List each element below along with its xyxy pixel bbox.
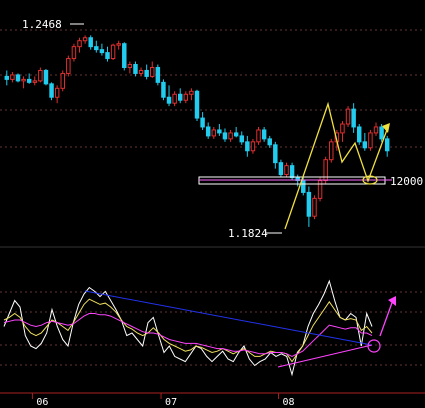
candle-body <box>205 126 211 137</box>
candle-body <box>345 108 351 125</box>
candle-body <box>200 117 205 128</box>
candle-body <box>88 37 93 48</box>
bullish-divergence-line <box>277 344 373 368</box>
candle-body <box>183 93 189 101</box>
candle-body <box>94 46 99 51</box>
candle-body <box>150 66 155 77</box>
candle-body <box>38 69 43 82</box>
candle-body <box>99 49 105 54</box>
candle-body <box>256 129 261 143</box>
up-arrow-head <box>382 123 390 133</box>
candle-body <box>289 165 295 179</box>
candle-body <box>379 126 384 140</box>
candle-body <box>373 126 379 134</box>
candle-body <box>267 138 272 146</box>
candle-body <box>15 74 21 82</box>
candle-body <box>189 90 194 95</box>
candle-body <box>60 72 65 89</box>
indicator-lines <box>3 279 373 377</box>
candle-body <box>133 64 138 74</box>
candle-body <box>222 132 228 140</box>
low-label: 1.1824 <box>228 227 268 240</box>
candle-body <box>122 43 127 68</box>
candle-body <box>340 123 345 134</box>
candle-body <box>273 144 278 164</box>
candle-body <box>116 43 121 46</box>
wave-pattern <box>284 101 389 230</box>
target-ellipse <box>362 175 378 185</box>
candle-body <box>362 141 368 149</box>
price-panel: 1.2468 1.1824 12000 <box>0 18 425 240</box>
indicator-gridlines <box>0 291 425 366</box>
x-tick-label: 07 <box>165 397 177 408</box>
candle-body <box>54 87 60 98</box>
candle-body <box>66 58 71 74</box>
candle-body <box>4 75 10 80</box>
candle-body <box>295 177 300 182</box>
candle-body <box>284 165 289 176</box>
indicator-arrow-head <box>388 296 396 306</box>
candle-body <box>317 180 323 199</box>
candle-body <box>177 93 183 101</box>
candle-body <box>194 90 200 119</box>
level-label: 12000 <box>390 175 423 188</box>
indicator-panel <box>0 279 425 377</box>
candle-body <box>217 129 222 134</box>
candle-body <box>161 81 166 98</box>
candle-body <box>172 93 177 104</box>
candle-body <box>138 69 144 74</box>
candle-body <box>250 141 256 152</box>
indicator-arrow-shaft <box>379 299 394 337</box>
x-tick-label: 06 <box>36 397 48 408</box>
candle-body <box>301 180 306 193</box>
candlesticks <box>4 35 390 227</box>
candle-body <box>49 83 54 98</box>
candle-body <box>155 66 161 83</box>
candle-body <box>166 96 172 104</box>
x-tick-label: 08 <box>283 397 295 408</box>
candle-body <box>26 78 32 83</box>
candle-body <box>329 141 334 161</box>
x-axis-ticks: 06 07 08 <box>31 393 295 408</box>
high-label: 1.2468 <box>22 18 62 31</box>
price-gridlines <box>0 29 425 148</box>
candle-body <box>368 132 373 149</box>
candle-body <box>228 132 233 140</box>
candle-body <box>356 126 362 143</box>
indicator-series-1 <box>3 298 373 363</box>
candle-body <box>245 141 250 152</box>
divergence-circle <box>367 339 381 353</box>
candle-body <box>239 135 244 143</box>
candle-body <box>127 64 133 68</box>
candle-body <box>77 40 82 48</box>
candle-body <box>261 129 267 140</box>
candle-body <box>32 80 38 83</box>
candle-body <box>21 78 26 82</box>
divergence-trendline <box>84 290 373 346</box>
candle-body <box>312 197 317 217</box>
candle-body <box>43 69 49 85</box>
candle-body <box>105 52 110 60</box>
candle-body <box>82 37 88 42</box>
candle-body <box>384 138 390 152</box>
candle-body <box>144 69 149 77</box>
indicator-series-0 <box>3 279 373 377</box>
candle-body <box>323 159 328 182</box>
candle-body <box>351 108 356 128</box>
candle-body <box>306 191 312 217</box>
candle-body <box>278 162 284 176</box>
candle-body <box>10 74 15 80</box>
candle-body <box>211 129 217 137</box>
candle-body <box>233 132 239 137</box>
indicator-series-2 <box>3 313 373 357</box>
candle-body <box>71 46 77 60</box>
candle-body <box>110 44 116 60</box>
